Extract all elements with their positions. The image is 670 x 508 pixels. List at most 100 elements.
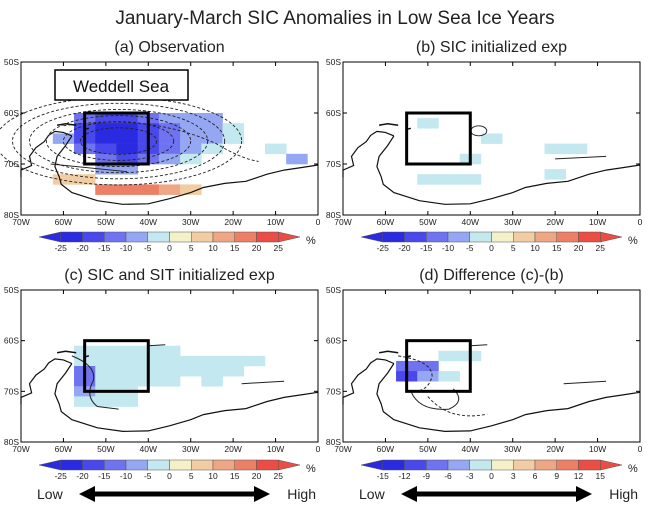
x-tick-label: 30W — [504, 217, 521, 227]
colorbar-tick-label: 10 — [208, 471, 218, 481]
x-tick-label: 10W — [589, 444, 606, 454]
sic-anomaly-cell — [95, 376, 117, 387]
colorbar-unit: % — [628, 235, 638, 247]
sic-anomaly-cell — [137, 184, 160, 195]
sic-anomaly-cell — [116, 133, 138, 144]
colorbar-segment — [534, 459, 557, 471]
colorbar-segment — [104, 231, 127, 243]
x-tick-label: 50W — [419, 444, 436, 454]
colorbar-segment — [447, 231, 470, 243]
colorbar-segment — [278, 231, 301, 243]
coastline — [378, 350, 399, 354]
sic-anomaly-cell — [158, 184, 181, 195]
region-label: Weddell Sea — [73, 77, 170, 96]
sic-anomaly-cell — [480, 133, 503, 144]
colorbar-segment — [212, 459, 235, 471]
colorbar-tick-label: -3 — [466, 471, 474, 481]
colorbar-tick-label: 0 — [489, 471, 494, 481]
arrow-head-right — [254, 486, 270, 502]
sic-anomaly-cell — [243, 355, 266, 367]
sic-anomaly-cell — [222, 133, 245, 144]
y-tick-label: 80S — [4, 210, 19, 220]
colorbar-segment — [147, 231, 170, 243]
sic-anomaly-cell — [95, 143, 117, 155]
x-tick-label: 10W — [267, 444, 284, 454]
sic-anomaly-cell — [544, 169, 567, 180]
y-tick-label: 50S — [4, 285, 19, 295]
x-tick-label: 70W — [334, 217, 351, 227]
arrow-head-left — [79, 486, 95, 502]
sic-anomaly-cell — [116, 396, 138, 407]
colorbar-tick-label: -20 — [76, 243, 89, 253]
high-label: High — [609, 486, 638, 502]
sic-anomaly-cell — [95, 396, 117, 407]
colorbar-unit: % — [628, 463, 638, 475]
map-frame — [20, 61, 319, 216]
sic-anomaly-cell — [180, 184, 202, 195]
coastline — [56, 350, 77, 354]
sic-anomaly-cell — [95, 113, 117, 124]
colorbar-tick-label: -25 — [55, 471, 68, 481]
map-frame — [20, 289, 319, 443]
sic-anomaly-cell — [52, 174, 75, 185]
colorbar-segment — [256, 231, 279, 243]
colorbar-tick-label: -12 — [398, 471, 411, 481]
colorbar-segment — [426, 231, 449, 243]
colorbar-segment — [191, 231, 214, 243]
panel-title: (b) SIC initialized exp — [416, 39, 567, 56]
x-tick-label: 40W — [140, 217, 157, 227]
sic-anomaly-cell — [201, 376, 223, 387]
low-label: Low — [359, 486, 386, 502]
coastline — [20, 130, 73, 178]
x-tick-label: 20W — [546, 444, 563, 454]
positive-contour — [563, 380, 607, 385]
colorbar-segment — [513, 459, 536, 471]
x-tick-label: 40W — [462, 217, 479, 227]
sic-anomaly-cell — [116, 184, 138, 195]
x-tick-label: 60W — [377, 444, 394, 454]
colorbar-segment — [600, 231, 623, 243]
y-tick-label: 70S — [326, 386, 341, 396]
weddell-sea-box — [405, 111, 472, 166]
colorbar-tick-label: 12 — [574, 471, 584, 481]
x-tick-label: 50W — [419, 217, 436, 227]
colorbar-segment — [125, 231, 148, 243]
colorbar-tick-label: 20 — [252, 243, 262, 253]
x-tick-label: 50W — [97, 444, 114, 454]
sic-anomaly-cell — [158, 113, 181, 124]
coastline — [378, 122, 399, 126]
positive-contour — [555, 155, 607, 160]
x-tick-label: 60W — [55, 444, 72, 454]
colorbar-tick-label: 25 — [274, 471, 284, 481]
x-tick-label: 20W — [224, 444, 241, 454]
x-tick-label: 0 — [316, 444, 321, 454]
sic-anomaly-cell — [417, 174, 439, 185]
sic-anomaly-cell — [95, 355, 117, 367]
x-tick-label: 0 — [316, 217, 321, 227]
coastline — [20, 358, 73, 405]
sic-anomaly-cell — [158, 366, 181, 377]
negative-contour — [398, 355, 433, 393]
arrow-head-left — [401, 486, 417, 502]
panel-title: (c) SIC and SIT initialized exp — [64, 267, 275, 284]
x-tick-label: 50W — [97, 217, 114, 227]
colorbar-segment — [426, 459, 449, 471]
sic-anomaly-cell — [158, 376, 181, 387]
colorbar-tick-label: -6 — [444, 471, 452, 481]
coastline — [376, 363, 641, 433]
colorbar-tick-label: -5 — [144, 243, 152, 253]
map-background — [343, 290, 640, 442]
colorbar-tick-label: -20 — [398, 243, 411, 253]
colorbar-tick-label: -10 — [120, 243, 133, 253]
colorbar-tick-label: -15 — [98, 243, 111, 253]
sic-anomaly-cell — [158, 133, 181, 144]
y-tick-label: 60S — [4, 108, 19, 118]
negative-contour — [12, 102, 226, 180]
colorbar-segment — [60, 459, 83, 471]
colorbar-tick-label: -5 — [466, 243, 474, 253]
positive-contour — [148, 344, 166, 347]
colorbar-segment — [38, 459, 61, 471]
sic-anomaly-cell — [264, 143, 287, 155]
sic-anomaly-cell — [74, 174, 96, 185]
